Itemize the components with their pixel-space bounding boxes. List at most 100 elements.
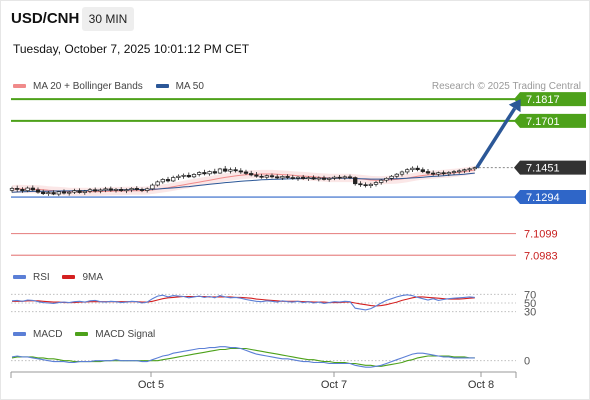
candle [379, 179, 384, 185]
candle-body [67, 191, 72, 194]
candle [457, 169, 462, 174]
candle-body [446, 172, 451, 175]
candle [431, 170, 436, 176]
candle-body [139, 189, 145, 191]
candle-body [394, 173, 399, 177]
candle [399, 170, 405, 177]
candle [467, 167, 472, 172]
candle [223, 165, 228, 173]
candle [150, 183, 155, 191]
level-tag-3 [514, 190, 586, 205]
candle-body [457, 170, 462, 173]
candle [113, 188, 119, 193]
candle [295, 176, 301, 181]
candle-body [61, 191, 67, 194]
candle [311, 175, 316, 180]
candle [285, 174, 290, 180]
candle-body [77, 190, 82, 193]
candle-body [87, 189, 93, 192]
rsi-legend: RSI 9MA [13, 272, 103, 283]
candle [51, 190, 56, 196]
candle [389, 174, 394, 181]
candle [67, 190, 72, 196]
candle-body [249, 173, 254, 176]
candle-body [275, 176, 280, 179]
candle-body [202, 172, 207, 175]
candle-body [264, 175, 269, 178]
macd-legend-label: MACD [33, 329, 63, 340]
candle [217, 167, 223, 174]
ma20-line [11, 169, 475, 193]
candle-body [124, 189, 129, 192]
candle [197, 171, 202, 177]
candle [155, 180, 160, 187]
candle [243, 169, 249, 175]
rsi-line [11, 294, 475, 311]
candle [441, 170, 446, 176]
candle-body [207, 171, 212, 175]
candle [61, 189, 67, 195]
candle [171, 175, 176, 183]
candle-body [56, 191, 61, 195]
candle-body [353, 177, 358, 185]
candle-body [176, 175, 181, 178]
candle [327, 177, 332, 182]
candle-body [15, 188, 20, 190]
candle [134, 186, 139, 192]
candle-body [363, 184, 368, 187]
candle [145, 187, 150, 193]
candle [139, 187, 145, 193]
candle-body [462, 169, 467, 172]
macd-line [11, 346, 475, 368]
macd-signal-legend-label: MACD Signal [95, 329, 156, 340]
candle-body [233, 169, 238, 172]
timeframe-button[interactable]: 30 MIN [82, 7, 134, 31]
candle-body [436, 172, 441, 175]
candle [342, 175, 347, 180]
candle [316, 176, 321, 182]
candle [160, 178, 165, 184]
ma20-legend-label: MA 20 + Bollinger Bands [33, 81, 143, 92]
candle [181, 173, 186, 179]
candle-body [238, 170, 243, 173]
candle-body [379, 179, 384, 183]
candle-body [399, 171, 405, 175]
candle [321, 175, 327, 181]
candle-body [347, 176, 353, 179]
candle-body [316, 177, 321, 180]
candle-body [155, 181, 160, 186]
candle-body [321, 177, 327, 180]
candle [165, 176, 171, 183]
candle [25, 186, 30, 193]
candle [259, 173, 264, 179]
candle [30, 185, 35, 192]
candle [176, 174, 181, 180]
bollinger-band [12, 165, 475, 196]
candle [394, 173, 399, 179]
candle-body [223, 168, 228, 172]
candle [368, 182, 373, 189]
candle-body [295, 176, 301, 179]
candle-body [25, 187, 30, 192]
candle [415, 165, 420, 172]
candle-body [212, 171, 217, 174]
candle-body [306, 177, 311, 180]
candle [425, 168, 431, 175]
level-label-4: 7.1099 [524, 229, 558, 241]
rsi-swatch [13, 275, 26, 280]
candle [358, 181, 363, 187]
rsi-legend-label: RSI [33, 272, 50, 283]
candle-body [389, 175, 394, 179]
candle [249, 170, 254, 177]
candle [124, 188, 129, 194]
candle-body [337, 176, 342, 179]
candle [129, 187, 134, 193]
candle [233, 167, 238, 173]
candle-body [259, 175, 264, 178]
candle-body [373, 182, 379, 185]
candle [228, 167, 233, 174]
candle [275, 174, 280, 180]
candle-body [467, 168, 472, 171]
candle [405, 168, 410, 175]
